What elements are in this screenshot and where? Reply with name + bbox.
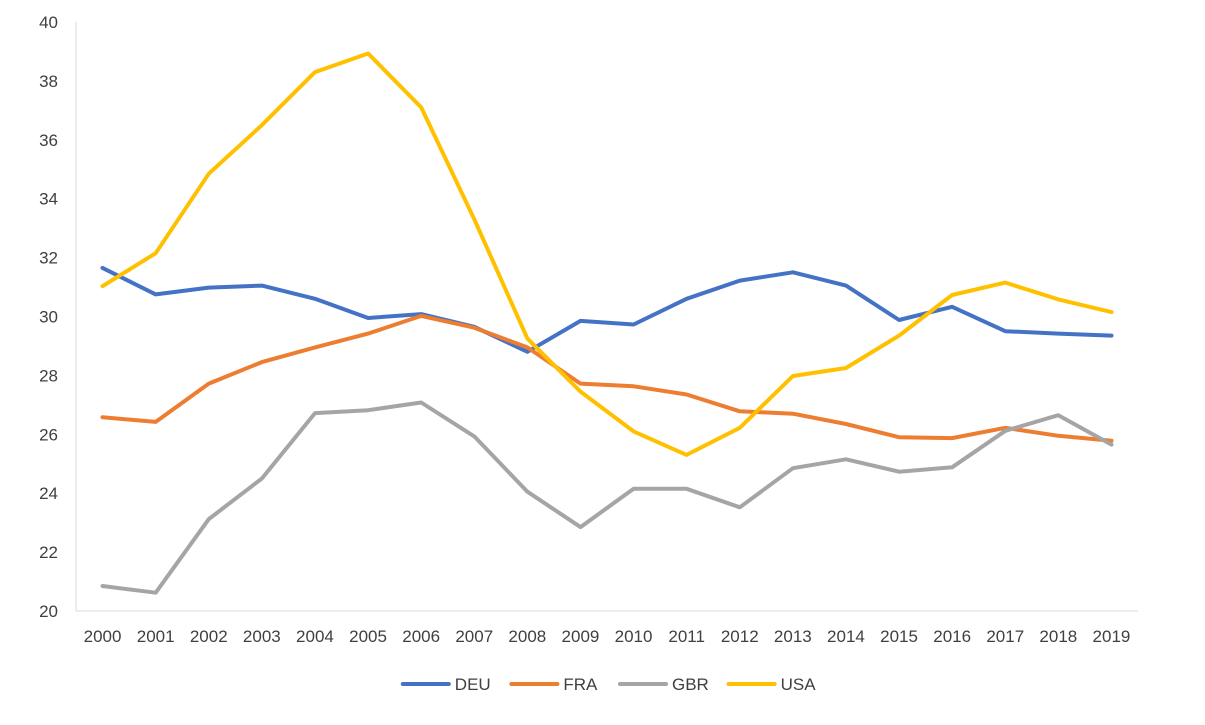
x-tick-label: 2017: [986, 627, 1024, 646]
y-tick-label: 36: [39, 131, 58, 150]
legend-label-deu: DEU: [455, 675, 491, 694]
x-tick-label: 2000: [84, 627, 122, 646]
x-tick-label: 2007: [455, 627, 493, 646]
series-line-usa: [100, 51, 1114, 457]
y-tick-label: 40: [39, 13, 58, 32]
x-tick-label: 2013: [774, 627, 812, 646]
x-tick-label: 2004: [296, 627, 334, 646]
x-tick-label: 2008: [508, 627, 546, 646]
series-line-deu: [100, 265, 1114, 354]
x-tick-label: 2009: [562, 627, 600, 646]
x-tick-label: 2010: [615, 627, 653, 646]
legend-label-usa: USA: [781, 675, 817, 694]
series-line-gbr: [100, 400, 1114, 595]
x-tick-label: 2018: [1039, 627, 1077, 646]
x-tick-label: 2014: [827, 627, 865, 646]
x-tick-label: 2016: [933, 627, 971, 646]
series-lines: [100, 51, 1114, 595]
legend: DEU FRA GBR USA: [400, 675, 817, 694]
x-tick-label: 2005: [349, 627, 387, 646]
x-tick-label: 2003: [243, 627, 281, 646]
legend-label-gbr: GBR: [672, 675, 709, 694]
x-tick-label: 2015: [880, 627, 918, 646]
x-tick-label: 2002: [190, 627, 228, 646]
y-tick-label: 38: [39, 72, 58, 91]
y-tick-label: 24: [39, 484, 58, 503]
y-tick-label: 30: [39, 308, 58, 327]
x-tick-label: 2001: [137, 627, 175, 646]
y-tick-label: 34: [39, 190, 58, 209]
x-tick-label: 2011: [668, 627, 705, 646]
axes: 20 22 24 26 28 30 32 34 36 38 40 2000 2001 2002 2003 20…: [39, 13, 1138, 646]
y-tick-label: 22: [39, 543, 58, 562]
y-tick-label: 32: [39, 249, 58, 268]
y-tick-label: 26: [39, 425, 58, 444]
x-tick-label: 2006: [402, 627, 440, 646]
y-tick-label: 28: [39, 366, 58, 385]
y-tick-label: 20: [39, 602, 58, 621]
legend-label-fra: FRA: [563, 675, 598, 694]
series-line-fra: [100, 313, 1114, 443]
x-tick-label: 2012: [721, 627, 759, 646]
x-tick-label: 2019: [1093, 627, 1131, 646]
